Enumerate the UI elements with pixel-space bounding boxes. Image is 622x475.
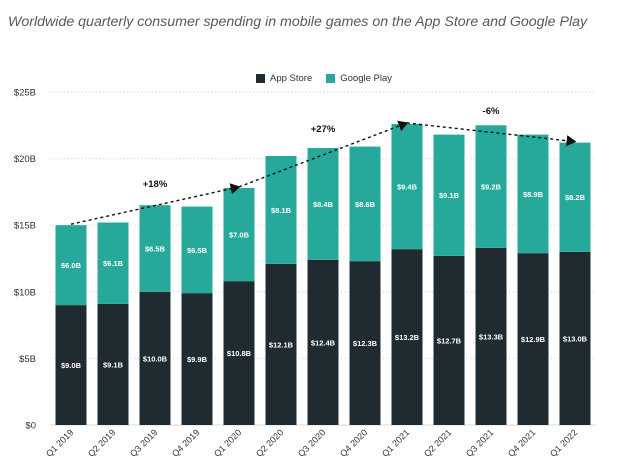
data-label-google-play: $9.4B [397, 183, 418, 192]
y-tick-label: $0 [25, 421, 36, 432]
bar-google-play [265, 155, 297, 264]
data-label-app-store: $9.1B [103, 360, 124, 369]
x-tick-label: Q2 2019 [86, 427, 117, 458]
x-tick-label: Q2 2020 [254, 427, 285, 458]
x-tick-label: Q1 2020 [212, 427, 243, 458]
x-tick-label: Q1 2022 [548, 427, 579, 458]
legend-label-google-play: Google Play [340, 73, 393, 84]
bar-google-play [349, 146, 381, 262]
data-label-google-play: $8.9B [523, 190, 544, 199]
bar-app-store [97, 303, 129, 425]
chart-title: Worldwide quarterly consumer spending in… [8, 14, 588, 30]
x-tick-label: Q3 2019 [128, 427, 159, 458]
x-tick-label: Q4 2021 [506, 427, 537, 458]
bar-app-store [391, 249, 423, 425]
x-tick-label: Q3 2020 [296, 427, 327, 458]
bar-google-play [55, 225, 87, 306]
y-tick-label: $20B [14, 154, 36, 165]
bar-app-store [223, 281, 255, 425]
data-label-google-play: $9.2B [481, 183, 502, 192]
data-label-app-store: $12.4B [311, 338, 336, 347]
data-label-google-play: $6.5B [187, 246, 208, 255]
y-tick-label: $15B [14, 221, 36, 232]
bar-app-store [181, 293, 213, 425]
data-label-google-play: $8.6B [355, 200, 376, 209]
y-tick-label: $10B [14, 287, 36, 298]
data-label-app-store: $10.8B [227, 349, 252, 358]
bar-app-store [307, 259, 339, 425]
bar-app-store [475, 247, 507, 425]
bar-app-store [55, 305, 87, 425]
legend-label-app-store: App Store [270, 73, 313, 84]
data-label-app-store: $12.3B [353, 339, 378, 348]
data-label-app-store: $10.0B [143, 354, 168, 363]
bar-app-store [433, 255, 465, 425]
data-label-google-play: $9.1B [439, 191, 460, 200]
bar-google-play [223, 187, 255, 282]
bar-app-store [349, 261, 381, 425]
x-tick-label: Q4 2020 [338, 427, 369, 458]
bar-google-play [475, 125, 507, 248]
bar-google-play [181, 206, 213, 294]
bar-google-play [433, 134, 465, 256]
bar-google-play [139, 205, 171, 292]
x-tick-label: Q2 2021 [422, 427, 453, 458]
bar-app-store [559, 251, 591, 425]
growth-annotation: +27% [311, 124, 336, 135]
data-label-app-store: $9.9B [187, 355, 208, 364]
data-label-app-store: $13.3B [479, 332, 504, 341]
data-label-app-store: $12.7B [437, 336, 462, 345]
legend-swatch-google-play [326, 74, 336, 83]
x-tick-label: Q1 2019 [44, 427, 75, 458]
x-tick-label: Q3 2021 [464, 427, 495, 458]
bar-google-play [391, 123, 423, 250]
data-label-google-play: $7.0B [229, 231, 250, 240]
trend-line-segment [70, 183, 241, 225]
x-tick-label: Q1 2021 [380, 427, 411, 458]
data-label-app-store: $12.1B [269, 340, 294, 349]
y-tick-label: $25B [14, 88, 36, 99]
growth-annotation: +18% [143, 179, 168, 190]
trend-line-segment [406, 122, 577, 147]
legend-item-google-play: Google Play [326, 73, 392, 84]
data-label-app-store: $13.0B [563, 334, 588, 343]
bar-google-play [559, 142, 591, 252]
bar-google-play [307, 147, 339, 260]
data-label-app-store: $12.9B [521, 335, 546, 344]
bar-app-store [517, 253, 549, 425]
data-label-google-play: $6.5B [145, 245, 166, 254]
x-tick-label: Q4 2019 [170, 427, 201, 458]
data-label-app-store: $13.2B [395, 333, 420, 342]
data-label-google-play: $6.0B [61, 261, 82, 270]
bar-google-play [517, 134, 549, 254]
y-tick-label: $5B [19, 354, 36, 365]
bar-app-store [265, 263, 297, 425]
legend-swatch-app-store [256, 74, 265, 83]
growth-annotation: -6% [483, 106, 500, 117]
data-label-google-play: $8.4B [313, 200, 334, 209]
data-label-app-store: $9.0B [61, 361, 82, 370]
bar-app-store [139, 291, 171, 425]
data-label-google-play: $6.1B [103, 259, 124, 268]
legend: App Store Google Play [256, 73, 392, 84]
bar-google-play [97, 222, 129, 304]
data-label-google-play: $8.1B [271, 206, 292, 215]
data-label-google-play: $8.2B [565, 193, 586, 202]
legend-item-app-store: App Store [256, 73, 312, 84]
